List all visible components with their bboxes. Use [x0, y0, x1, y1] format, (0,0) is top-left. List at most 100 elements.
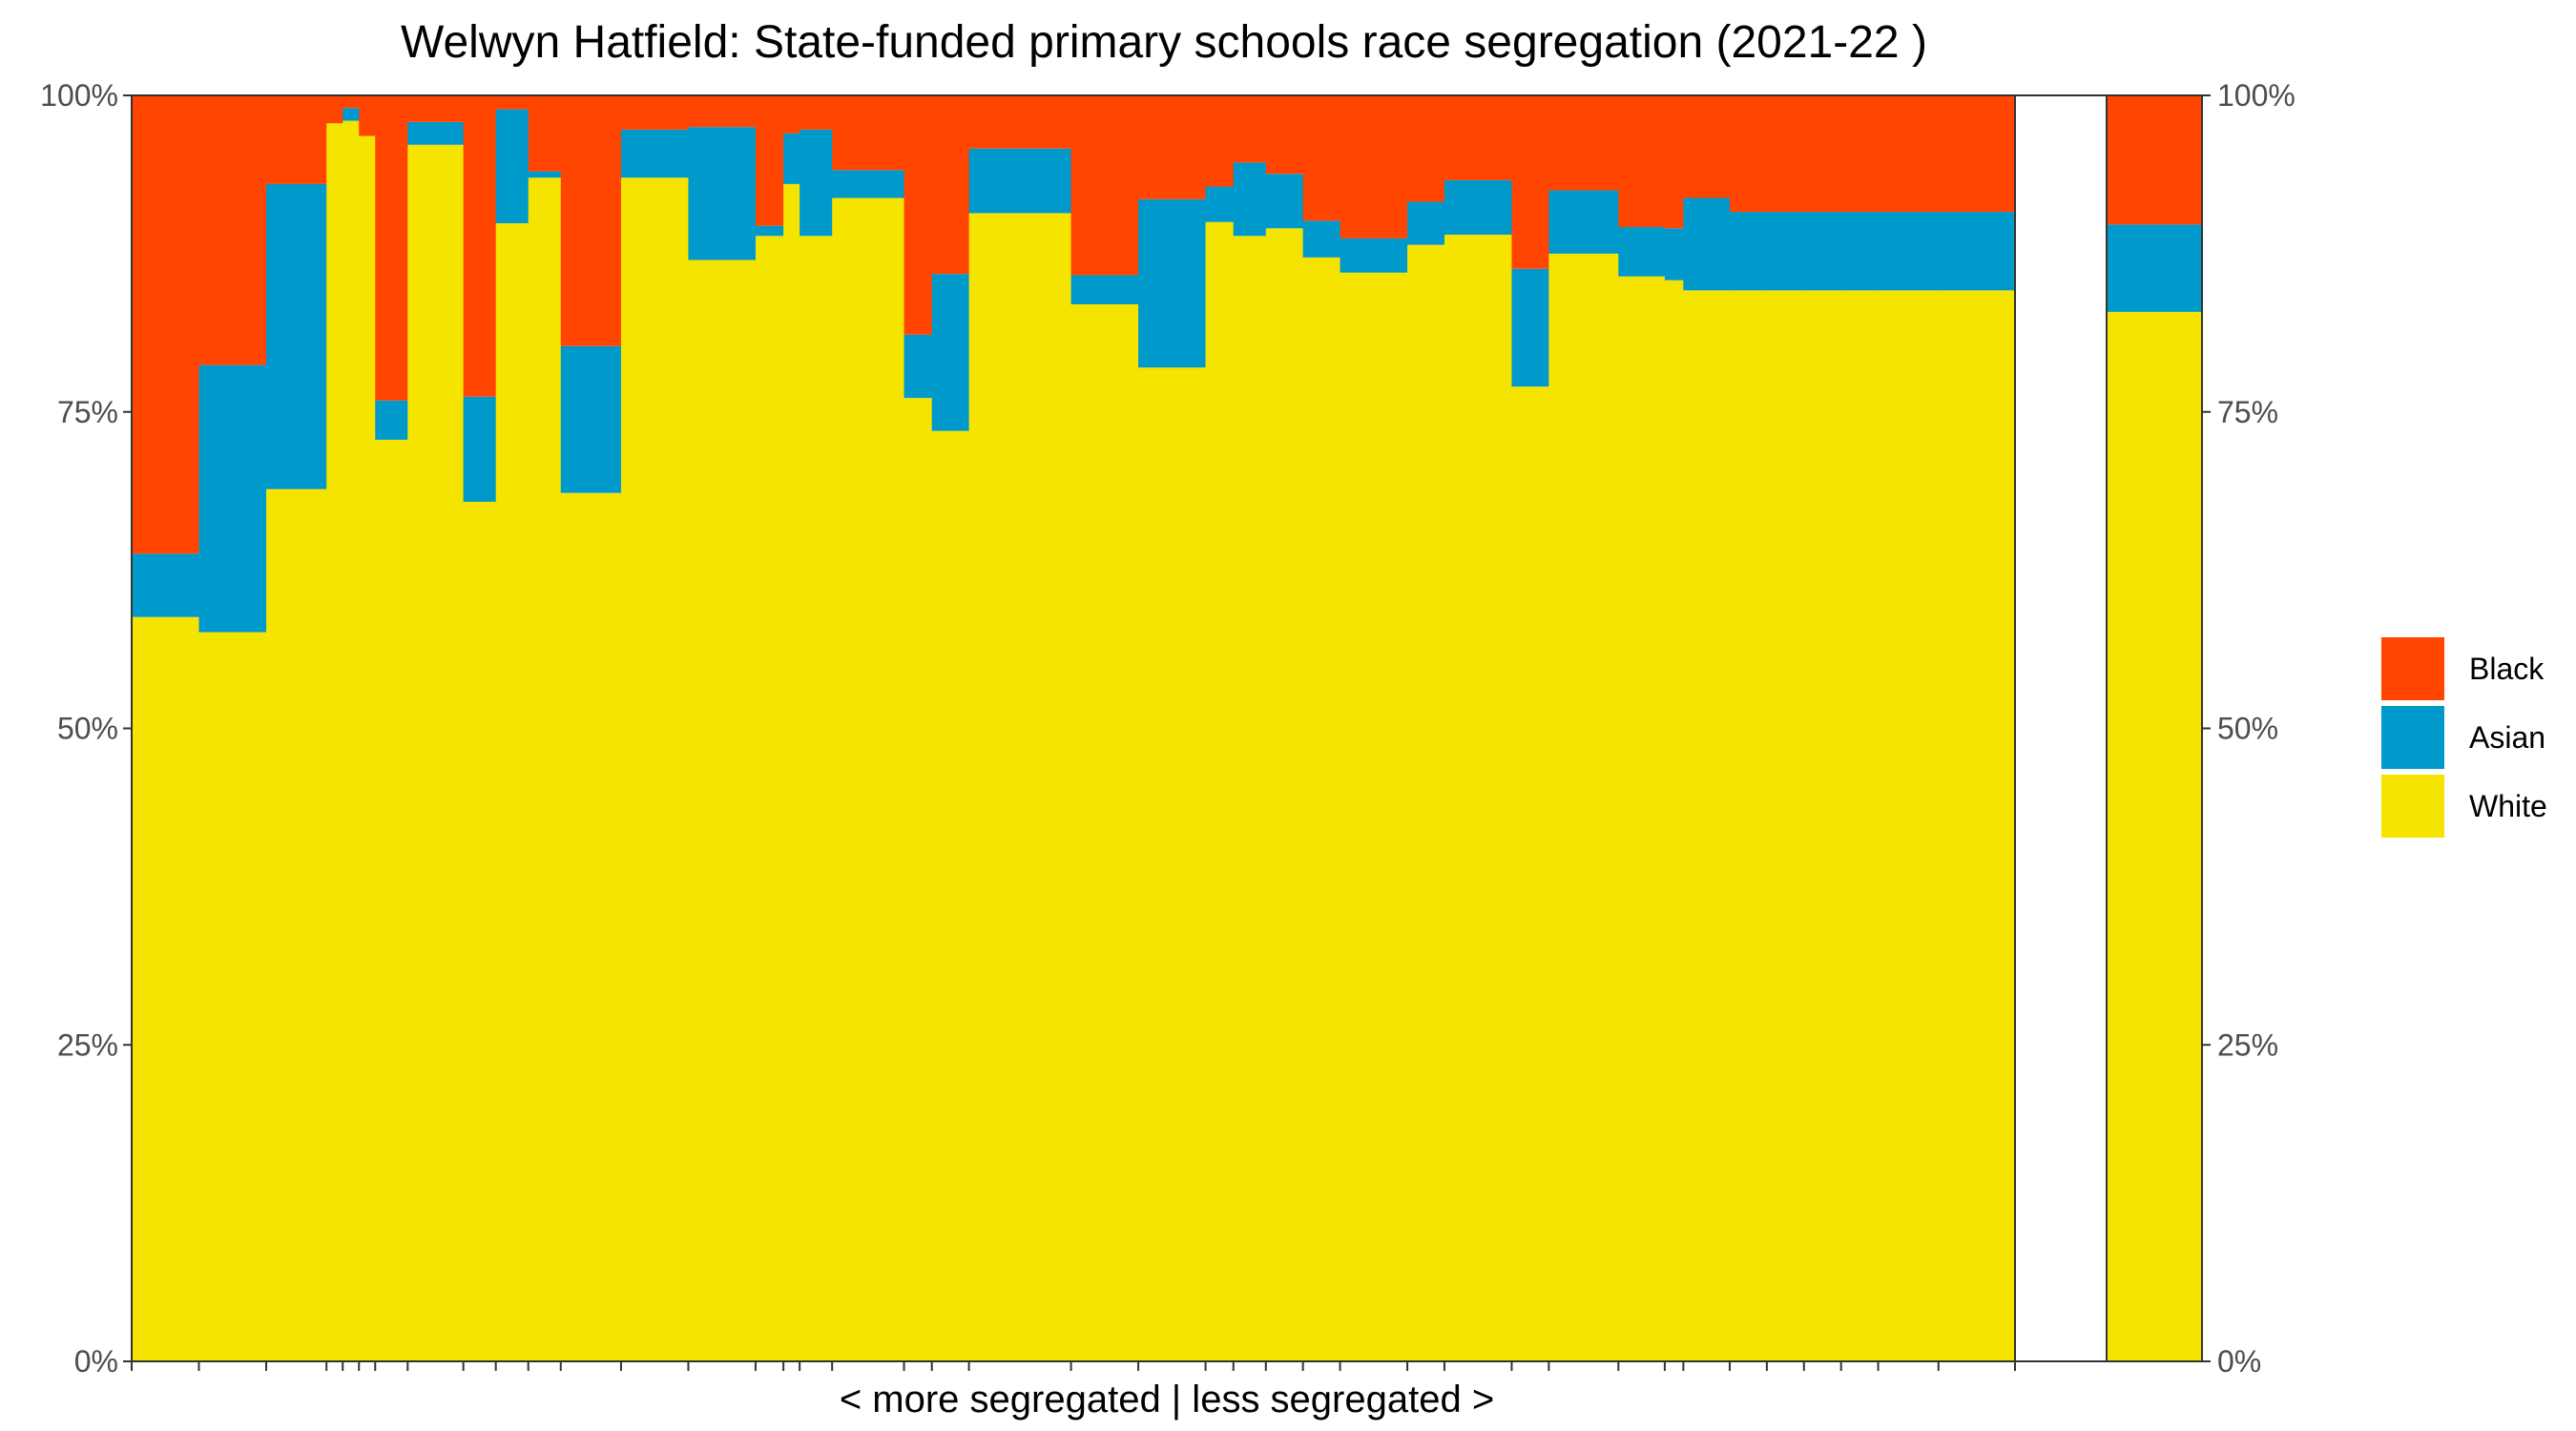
- summary-bar-asian: [2107, 224, 2202, 312]
- bar-white-1: [132, 616, 200, 1361]
- bar-white-41: [1938, 290, 2016, 1361]
- bar-asian-15: [755, 225, 784, 237]
- y-tick-label-left: 50%: [57, 712, 118, 746]
- bar-white-5: [343, 120, 360, 1361]
- bar-asian-34: [1664, 228, 1684, 280]
- gap-panel-border: [2014, 94, 2108, 1362]
- bar-white-18: [832, 197, 905, 1361]
- bar-white-4: [326, 123, 343, 1362]
- bar-black-38: [1803, 95, 1842, 213]
- bar-white-7: [375, 439, 408, 1362]
- legend-key-white: [2381, 775, 2444, 838]
- bar-white-17: [800, 236, 833, 1361]
- bar-asian-39: [1840, 212, 1880, 291]
- bar-black-23: [1138, 95, 1207, 199]
- bar-asian-40: [1878, 212, 1940, 291]
- bar-asian-24: [1205, 186, 1235, 222]
- bar-black-37: [1766, 95, 1805, 213]
- bar-asian-3: [266, 183, 327, 489]
- chart-title: Welwyn Hatfield: State-funded primary sc…: [401, 17, 1927, 68]
- bar-black-14: [688, 95, 757, 128]
- bar-white-40: [1878, 290, 1940, 1361]
- summary-bar-black: [2107, 95, 2202, 225]
- bar-black-17: [800, 95, 833, 130]
- bar-white-29: [1407, 244, 1445, 1362]
- bar-asian-7: [375, 400, 408, 440]
- legend-key-asian: [2381, 706, 2444, 769]
- bar-white-6: [359, 135, 376, 1362]
- bar-black-19: [904, 95, 933, 335]
- bar-white-20: [931, 430, 970, 1361]
- bar-black-10: [495, 95, 530, 110]
- bar-asian-22: [1070, 275, 1139, 304]
- bar-black-35: [1683, 95, 1731, 198]
- bar-white-27: [1302, 257, 1341, 1362]
- bar-black-32: [1548, 95, 1619, 191]
- bar-black-6: [359, 95, 376, 136]
- bar-asian-1: [132, 553, 200, 617]
- bar-black-34: [1664, 95, 1684, 229]
- bar-asian-5: [343, 108, 360, 121]
- bar-asian-36: [1729, 212, 1768, 291]
- bar-black-8: [407, 95, 465, 122]
- legend-label-black: Black: [2469, 652, 2545, 686]
- bar-white-19: [904, 398, 933, 1361]
- bar-black-16: [783, 95, 800, 134]
- bar-white-35: [1683, 290, 1731, 1361]
- bar-white-22: [1070, 303, 1139, 1362]
- plot-bars: [132, 95, 2016, 1362]
- bar-asian-26: [1265, 174, 1304, 229]
- bar-white-11: [528, 177, 562, 1361]
- bar-black-26: [1265, 95, 1304, 175]
- bar-asian-14: [688, 127, 757, 260]
- bar-asian-33: [1618, 227, 1666, 277]
- bar-black-39: [1840, 95, 1880, 213]
- bar-white-2: [198, 632, 267, 1361]
- bar-asian-12: [560, 345, 622, 493]
- bar-asian-37: [1766, 212, 1805, 291]
- y-tick-label-left: 0%: [74, 1344, 118, 1379]
- bar-black-25: [1233, 95, 1267, 163]
- summary-bar-white: [2107, 311, 2202, 1361]
- y-tick-label-right: 0%: [2217, 1344, 2261, 1379]
- y-axis-right: 0% 25% 50% 75% 100%: [2202, 78, 2296, 1379]
- bar-white-10: [495, 223, 530, 1362]
- bar-white-33: [1618, 276, 1666, 1361]
- bar-white-30: [1444, 234, 1513, 1362]
- bar-white-9: [463, 501, 497, 1361]
- bar-black-30: [1444, 95, 1513, 180]
- bar-asian-16: [783, 133, 800, 184]
- bar-black-9: [463, 95, 497, 397]
- bar-black-1: [132, 95, 200, 554]
- bar-asian-35: [1683, 197, 1731, 291]
- y-tick-label-left: 25%: [57, 1027, 118, 1062]
- bar-white-21: [968, 213, 1072, 1361]
- legend-label-asian: Asian: [2469, 720, 2545, 755]
- legend-label-white: White: [2469, 789, 2547, 823]
- bar-white-3: [266, 488, 327, 1361]
- x-axis-label: < more segregated | less segregated >: [840, 1379, 1494, 1421]
- bar-white-28: [1340, 272, 1408, 1361]
- bar-black-21: [968, 95, 1072, 149]
- legend-key-black: [2381, 637, 2444, 700]
- bar-black-11: [528, 95, 562, 172]
- bar-black-7: [375, 95, 408, 401]
- bar-black-3: [266, 95, 327, 184]
- bar-black-29: [1407, 95, 1445, 202]
- bar-asian-21: [968, 148, 1072, 214]
- bar-asian-31: [1511, 268, 1549, 387]
- bar-white-16: [783, 183, 800, 1361]
- bar-asian-23: [1138, 198, 1207, 368]
- summary-bars: [131, 94, 2203, 1362]
- bar-white-32: [1548, 253, 1619, 1361]
- bar-asian-32: [1548, 190, 1619, 254]
- bar-white-15: [755, 236, 784, 1361]
- bar-asian-10: [495, 109, 530, 224]
- bar-white-37: [1766, 290, 1805, 1361]
- bar-asian-38: [1803, 212, 1842, 291]
- bar-asian-2: [198, 364, 267, 633]
- x-axis: [131, 1361, 2016, 1371]
- bar-black-28: [1340, 95, 1408, 238]
- bar-white-14: [688, 259, 757, 1361]
